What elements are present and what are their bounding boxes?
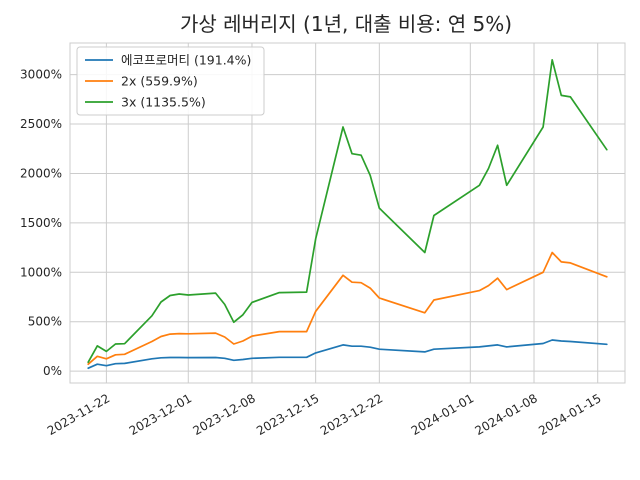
series-line-2: [87, 251, 608, 366]
legend-label: 3x (1135.5%): [121, 95, 206, 110]
chart-title: 가상 레버리지 (1년, 대출 비용: 연 5%): [180, 12, 512, 36]
plot-frame: [69, 42, 626, 384]
legend: 에코프로머티 (191.4%) 2x (559.9%) 3x (1135.5%): [76, 46, 265, 116]
y-tick-label: 1500%: [20, 216, 62, 230]
series-line-3: [87, 58, 608, 364]
series-layer: [87, 58, 608, 370]
y-tick-label: 2500%: [20, 117, 62, 131]
y-tick-label: 3000%: [20, 68, 62, 82]
y-tick-label: 500%: [28, 315, 62, 329]
legend-label: 에코프로머티 (191.4%): [121, 53, 251, 68]
y-axis: 0% 500% 1000% 1500% 2000% 2500% 3000%: [20, 68, 62, 379]
y-tick-label: 0%: [43, 364, 62, 378]
y-tick-label: 1000%: [20, 265, 62, 279]
y-tick-label: 2000%: [20, 166, 62, 180]
legend-box: [76, 46, 265, 116]
legend-label: 2x (559.9%): [121, 74, 198, 89]
series-line-1: [87, 339, 608, 370]
